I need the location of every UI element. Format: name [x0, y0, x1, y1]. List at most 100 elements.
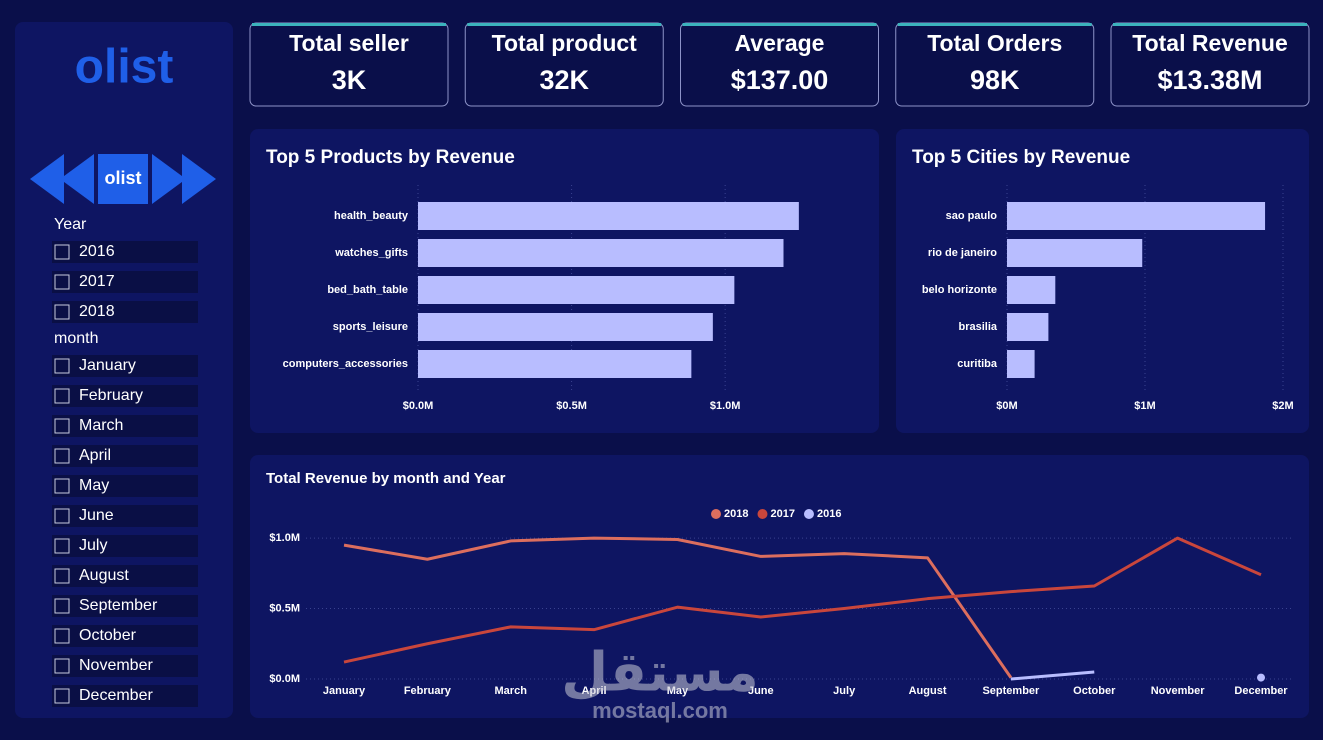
- nav-next-arrow-2[interactable]: [182, 154, 216, 204]
- month-option-label[interactable]: August: [79, 567, 129, 584]
- month-option-label[interactable]: December: [79, 687, 153, 704]
- month-option-row[interactable]: [52, 565, 198, 587]
- nav-next-arrow[interactable]: [152, 154, 186, 204]
- month-option-row[interactable]: [52, 655, 198, 677]
- year-option-label[interactable]: 2016: [79, 243, 115, 260]
- kpi-value: 3K: [332, 65, 367, 95]
- x-tick-label: September: [982, 685, 1040, 697]
- kpi-label: Total Orders: [927, 30, 1062, 56]
- kpi-value: 98K: [970, 65, 1020, 95]
- month-option-checkbox[interactable]: [54, 538, 70, 554]
- month-option-row[interactable]: [52, 385, 198, 407]
- x-tick-label: December: [1234, 685, 1288, 697]
- y-tick-label: computers_accessories: [283, 358, 408, 370]
- y-tick-label: sports_leisure: [333, 321, 408, 333]
- month-option-checkbox[interactable]: [54, 688, 70, 704]
- kpi-value: $13.38M: [1157, 65, 1262, 95]
- legend-label: 2018: [724, 508, 748, 520]
- x-tick-label: November: [1151, 685, 1206, 697]
- month-option-label[interactable]: March: [79, 417, 123, 434]
- kpi-value: 32K: [539, 65, 589, 95]
- year-option-label[interactable]: 2018: [79, 303, 115, 320]
- nav-logo: olist: [104, 168, 141, 188]
- year-option-checkbox[interactable]: [54, 244, 70, 260]
- year-option-checkbox[interactable]: [54, 304, 70, 320]
- month-option-label[interactable]: November: [79, 657, 153, 674]
- month-option-label[interactable]: October: [79, 627, 137, 644]
- year-option-row[interactable]: [52, 301, 198, 323]
- nav-prev-arrow-2[interactable]: [60, 154, 94, 204]
- x-tick-label: $0M: [996, 400, 1017, 412]
- bar: [418, 202, 799, 230]
- kpi-label: Total product: [492, 30, 638, 56]
- bar: [418, 350, 692, 378]
- month-option-label[interactable]: February: [79, 387, 143, 404]
- legend-label: 2016: [817, 508, 841, 520]
- month-option-row[interactable]: [52, 625, 198, 647]
- month-option-row[interactable]: [52, 595, 198, 617]
- month-option-label[interactable]: July: [79, 537, 107, 554]
- y-tick-label: sao paulo: [946, 210, 998, 222]
- x-tick-label: March: [495, 685, 528, 697]
- x-tick-label: August: [909, 685, 947, 697]
- month-option-checkbox[interactable]: [54, 448, 70, 464]
- watermark-arabic: مستقل: [561, 642, 759, 702]
- month-option-checkbox[interactable]: [54, 598, 70, 614]
- month-option-checkbox[interactable]: [54, 358, 70, 374]
- month-option-row[interactable]: [52, 505, 198, 527]
- x-tick-label: July: [833, 685, 856, 697]
- y-tick-label: bed_bath_table: [327, 284, 408, 296]
- month-option-checkbox[interactable]: [54, 508, 70, 524]
- month-option-label[interactable]: September: [79, 597, 158, 614]
- month-option-label[interactable]: April: [79, 447, 111, 464]
- year-option-label[interactable]: 2017: [79, 273, 115, 290]
- month-option-label[interactable]: May: [79, 477, 109, 494]
- x-tick-label: April: [582, 685, 607, 697]
- month-option-row[interactable]: [52, 445, 198, 467]
- legend-label: 2017: [770, 508, 794, 520]
- y-tick-label: health_beauty: [334, 210, 409, 222]
- y-tick-label: belo horizonte: [922, 284, 997, 296]
- month-option-checkbox[interactable]: [54, 568, 70, 584]
- x-tick-label: October: [1073, 685, 1116, 697]
- bar: [1007, 276, 1056, 304]
- month-option-row[interactable]: [52, 475, 198, 497]
- month-option-row[interactable]: [52, 535, 198, 557]
- year-option-checkbox[interactable]: [54, 274, 70, 290]
- bar: [418, 276, 735, 304]
- kpi-accent: [467, 23, 662, 26]
- x-tick-label: $1.0M: [710, 400, 741, 412]
- x-tick-label: February: [404, 685, 452, 697]
- logo: olist: [75, 41, 174, 94]
- kpi-label: Average: [735, 30, 825, 56]
- bar: [1007, 350, 1035, 378]
- x-tick-label: $2M: [1272, 400, 1293, 412]
- month-option-label[interactable]: January: [79, 357, 136, 374]
- bar: [418, 239, 784, 267]
- y-tick-label: $0.5M: [269, 602, 300, 614]
- y-tick-label: brasilia: [958, 321, 997, 333]
- kpi-label: Total Revenue: [1132, 30, 1288, 56]
- bar: [1007, 313, 1049, 341]
- chart-title: Top 5 Cities by Revenue: [912, 147, 1130, 168]
- year-option-row[interactable]: [52, 241, 198, 263]
- month-option-checkbox[interactable]: [54, 388, 70, 404]
- month-option-label[interactable]: June: [79, 507, 114, 524]
- line-series: [1010, 670, 1095, 681]
- month-option-checkbox[interactable]: [54, 418, 70, 434]
- month-option-row[interactable]: [52, 415, 198, 437]
- nav-prev-arrow[interactable]: [30, 154, 64, 204]
- y-tick-label: curitiba: [957, 358, 998, 370]
- year-option-row[interactable]: [52, 271, 198, 293]
- month-option-checkbox[interactable]: [54, 478, 70, 494]
- x-tick-label: $1M: [1134, 400, 1155, 412]
- chart-title: Total Revenue by month and Year: [266, 470, 506, 487]
- line-point: [1257, 673, 1265, 682]
- month-option-checkbox[interactable]: [54, 658, 70, 674]
- filter-title: Year: [54, 216, 87, 233]
- monthly-panel: [250, 455, 1309, 718]
- chart-title: Top 5 Products by Revenue: [266, 147, 515, 168]
- month-option-checkbox[interactable]: [54, 628, 70, 644]
- month-option-row[interactable]: [52, 685, 198, 707]
- month-option-row[interactable]: [52, 355, 198, 377]
